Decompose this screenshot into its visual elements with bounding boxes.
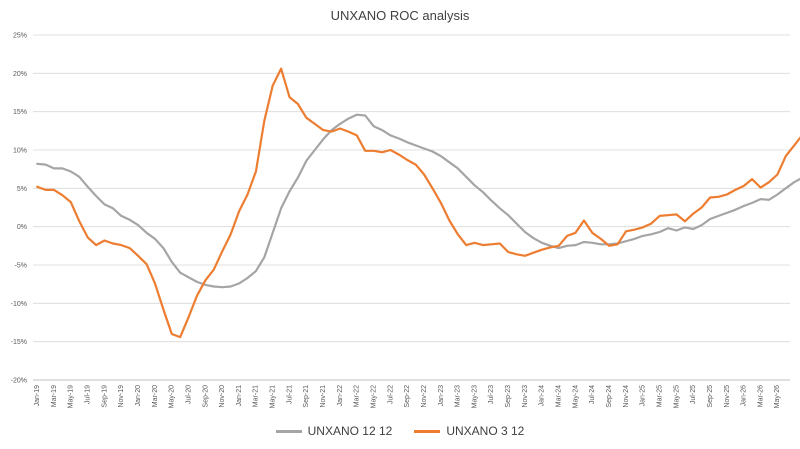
y-tick-label: 0% [17,224,27,231]
y-tick-label: -15% [11,339,27,346]
x-tick-label: May-25 [673,385,680,408]
x-tick-label: Jan-24 [539,385,546,407]
x-tick-label: Sep-19 [101,385,108,408]
x-tick-label: May-20 [169,385,176,408]
y-tick-label: -5% [15,263,27,270]
chart-title: UNXANO ROC analysis [330,8,470,23]
x-tick-label: Nov-20 [219,385,226,408]
x-tick-label: Jul-22 [387,385,394,404]
x-tick-label: Jul-25 [690,385,697,404]
x-tick-label: Nov-23 [522,385,529,408]
x-tick-label: Jul-20 [185,385,192,404]
legend-label-series-1: UNXANO 12 12 [307,424,393,438]
legend-swatch-series-1 [275,429,302,433]
x-tick-label: Jan-19 [34,385,41,407]
x-tick-label: Mar-26 [757,385,764,407]
x-tick-label: Jul-19 [85,385,92,404]
x-tick-label: Jan-25 [640,385,647,407]
x-tick-label: Nov-24 [623,385,630,408]
x-tick-label: Mar-23 [455,385,462,407]
x-tick-label: Sep-23 [505,385,512,408]
x-tick-label: Sep-25 [707,385,714,408]
x-tick-label: Mar-19 [51,385,58,407]
x-tick-label: Sep-22 [404,385,411,408]
x-tick-label: Jul-23 [488,385,495,404]
x-tick-label: May-24 [572,385,579,408]
series-line-1 [36,113,800,289]
legend-label-series-2: UNXANO 3 12 [446,424,525,438]
x-tick-label: Mar-25 [656,385,663,407]
x-tick-label: May-22 [370,385,377,408]
x-tick-label: May-23 [471,385,478,408]
series-line-2 [36,67,800,339]
x-tick-label: Mar-22 [354,385,361,407]
x-tick-label: Jan-22 [337,385,344,407]
y-tick-label: -20% [11,378,27,385]
y-tick-label: -10% [11,301,27,308]
x-tick-label: Jan-21 [236,385,243,407]
x-tick-label: May-26 [774,385,781,408]
y-tick-label: 20% [13,71,27,78]
legend-item-series-2: UNXANO 3 12 [414,424,524,438]
x-tick-label: Nov-19 [118,385,125,408]
x-tick-label: Jul-24 [589,385,596,404]
x-tick-label: Jul-21 [286,385,293,404]
x-tick-label: May-21 [270,385,277,408]
x-tick-label: Mar-21 [253,385,260,407]
legend-swatch-series-2 [414,429,441,433]
legend: UNXANO 12 12 UNXANO 3 12 [0,424,800,438]
x-tick-label: May-19 [68,385,75,408]
x-tick-label: Nov-21 [320,385,327,408]
x-tick-label: Jan-26 [741,385,748,407]
x-tick-label: Sep-20 [202,385,209,408]
x-tick-label: Jan-23 [438,385,445,407]
y-tick-label: 5% [17,186,27,193]
x-tick-label: Sep-21 [303,385,310,408]
y-tick-label: 15% [13,109,27,116]
x-tick-label: Jan-20 [135,385,142,407]
x-tick-label: Nov-22 [421,385,428,408]
x-tick-label: Sep-24 [606,385,613,408]
x-tick-label: Mar-24 [556,385,563,407]
y-tick-label: 25% [13,33,27,40]
legend-item-series-1: UNXANO 12 12 [275,424,393,438]
x-tick-label: Nov-25 [724,385,731,408]
x-tick-label: Mar-20 [152,385,159,407]
y-tick-label: 10% [13,148,27,155]
